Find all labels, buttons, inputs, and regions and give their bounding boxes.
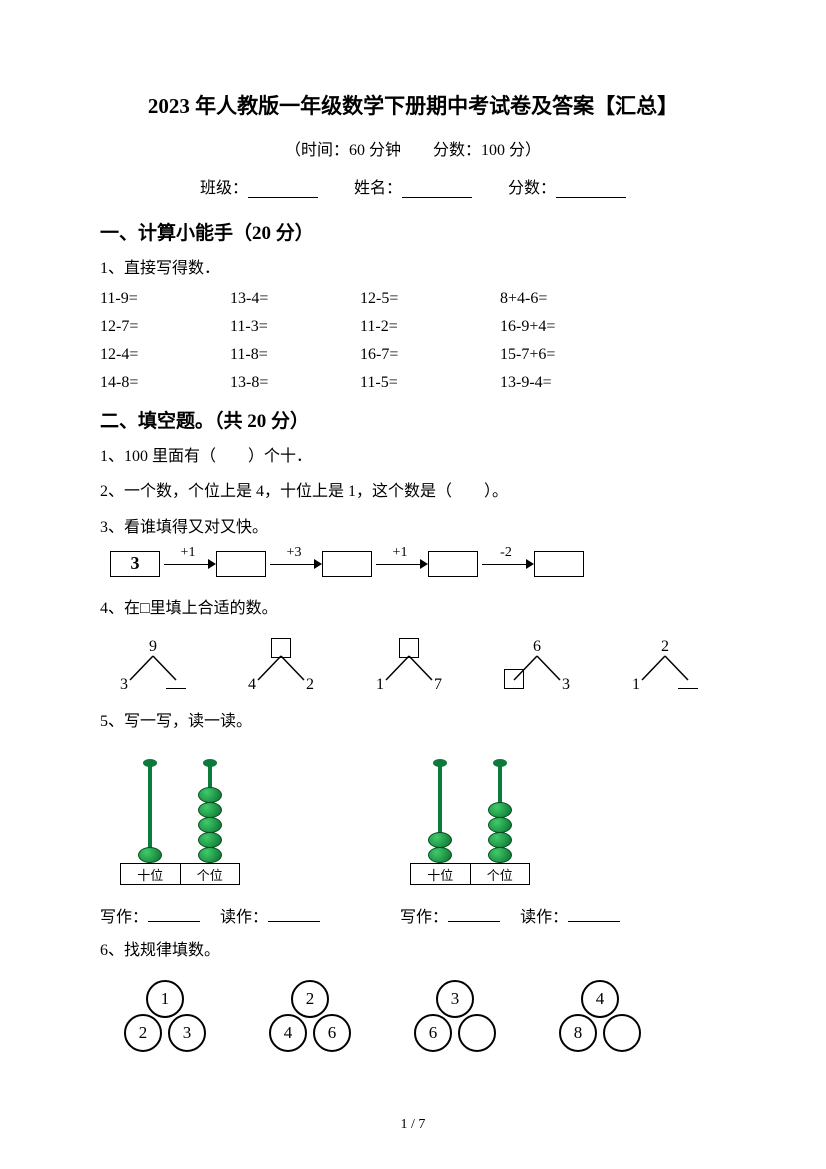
- q1-label: 1、直接写得数．: [100, 255, 726, 282]
- bonds-row: 93 42 17 63 21: [118, 638, 726, 694]
- calc-cell: 12-5=: [360, 290, 500, 308]
- s2-q2: 2、一个数，个位上是 4，十位上是 1，这个数是（ ）。: [100, 478, 726, 505]
- section1-header: 一、计算小能手（20 分）: [100, 218, 726, 245]
- write-blank-1: [148, 906, 200, 922]
- calc-cell: 11-8=: [230, 346, 360, 364]
- calc-cell: 12-7=: [100, 318, 230, 336]
- page-footer: 1 / 7: [0, 1117, 826, 1133]
- calc-cell: 16-9+4=: [500, 318, 640, 336]
- flow-box: [428, 551, 478, 577]
- calc-cell: 11-9=: [100, 290, 230, 308]
- abacus: 十位个位: [410, 755, 530, 885]
- flow-arrow: +1: [372, 551, 428, 577]
- calc-cell: 15-7+6=: [500, 346, 640, 364]
- write-blank-2: [448, 906, 500, 922]
- abacus-row: 十位个位 十位个位: [120, 755, 726, 885]
- calc-cell: 13-4=: [230, 290, 360, 308]
- pattern-group: 123: [120, 980, 210, 1056]
- number-bond: 63: [502, 638, 572, 694]
- info-row: 班级： 姓名： 分数：: [100, 174, 726, 198]
- calc-cell: 11-2=: [360, 318, 500, 336]
- patterns-row: 123 246 36 48: [120, 980, 726, 1056]
- flow-arrow: +1: [160, 551, 216, 577]
- score-label: 分数：: [508, 180, 556, 197]
- name-label: 姓名：: [354, 180, 402, 197]
- abacus: 十位个位: [120, 755, 240, 885]
- calc-cell: 13-8=: [230, 374, 360, 392]
- s2-q6-label: 6、找规律填数。: [100, 937, 726, 964]
- calc-cell: 12-4=: [100, 346, 230, 364]
- flow-arrow: -2: [478, 551, 534, 577]
- score-blank: [556, 180, 626, 198]
- name-blank: [402, 180, 472, 198]
- write-read-row: 写作： 读作： 写作： 读作：: [100, 903, 726, 927]
- number-bond: 42: [246, 638, 316, 694]
- section2-header: 二、填空题。（共 20 分）: [100, 406, 726, 433]
- pattern-group: 36: [410, 980, 500, 1056]
- write-label-2: 写作：: [400, 909, 448, 926]
- flow-box: [534, 551, 584, 577]
- flow-start-box: 3: [110, 551, 160, 577]
- s2-q1: 1、100 里面有（ ）个十．: [100, 443, 726, 470]
- calc-cell: 11-3=: [230, 318, 360, 336]
- number-bond: 17: [374, 638, 444, 694]
- class-blank: [248, 180, 318, 198]
- s2-q5-label: 5、写一写，读一读。: [100, 708, 726, 735]
- page-subtitle: （时间：60 分钟 分数：100 分）: [100, 136, 726, 160]
- calc-grid: 11-9=13-4=12-5=8+4-6= 12-7=11-3=11-2=16-9…: [100, 290, 726, 392]
- pattern-group: 246: [265, 980, 355, 1056]
- calc-cell: 11-5=: [360, 374, 500, 392]
- flow-arrow: +3: [266, 551, 322, 577]
- calc-cell: 14-8=: [100, 374, 230, 392]
- calc-cell: 16-7=: [360, 346, 500, 364]
- number-bond: 21: [630, 638, 700, 694]
- read-blank-1: [268, 906, 320, 922]
- calc-cell: 8+4-6=: [500, 290, 640, 308]
- q3-flow: 3 +1 +3 +1 -2: [110, 551, 726, 577]
- pattern-group: 48: [555, 980, 645, 1056]
- page-title: 2023 年人教版一年级数学下册期中考试卷及答案【汇总】: [100, 90, 726, 120]
- flow-box: [322, 551, 372, 577]
- s2-q3-label: 3、看谁填得又对又快。: [100, 514, 726, 541]
- flow-box: [216, 551, 266, 577]
- write-label-1: 写作：: [100, 909, 148, 926]
- read-blank-2: [568, 906, 620, 922]
- calc-cell: 13-9-4=: [500, 374, 640, 392]
- class-label: 班级：: [200, 180, 248, 197]
- number-bond: 93: [118, 638, 188, 694]
- read-label-1: 读作：: [220, 909, 268, 926]
- read-label-2: 读作：: [520, 909, 568, 926]
- s2-q4-label: 4、在□里填上合适的数。: [100, 595, 726, 622]
